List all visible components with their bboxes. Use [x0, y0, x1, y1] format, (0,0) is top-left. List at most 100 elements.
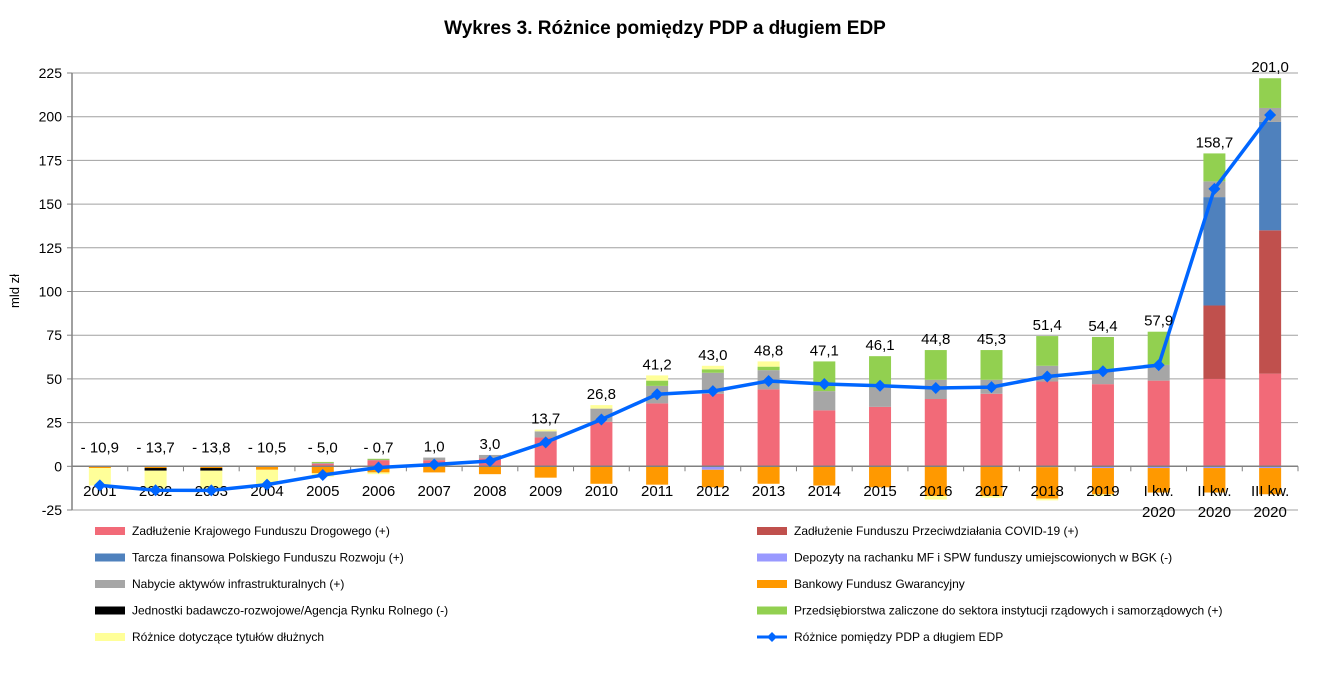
legend-label: Zadłużenie Krajowego Funduszu Drogowego …: [132, 524, 390, 538]
bar-segment: [924, 496, 947, 500]
bar-segment: [1091, 384, 1114, 467]
line-marker: [539, 436, 552, 449]
bar-segment: [701, 365, 724, 370]
line-marker: [1096, 365, 1109, 378]
x-tick-label: 2007: [418, 483, 451, 500]
bar-segment: [200, 468, 223, 471]
bar-segment: [88, 468, 111, 486]
bar-segment: [1147, 466, 1170, 469]
bar-segment: [701, 466, 724, 470]
x-tick-label: 2011: [641, 483, 673, 500]
bar-segment: [869, 466, 892, 488]
x-tick-label: 2012: [696, 483, 729, 500]
bar-segment: [813, 410, 836, 467]
bar-segment: [1147, 331, 1170, 365]
axes: -250255075100125150175200225200120022003…: [39, 65, 1299, 521]
legend-swatch: [757, 527, 787, 535]
bar-segment: [924, 350, 947, 380]
x-tick-label: 2020: [1142, 504, 1175, 521]
legend-swatch: [95, 580, 125, 588]
legend: Zadłużenie Krajowego Funduszu Drogowego …: [95, 524, 1223, 644]
bar-segment: [88, 466, 111, 469]
legend-swatch: [757, 606, 787, 615]
legend-label: Przedsiębiorstwa zaliczone do sektora in…: [794, 604, 1223, 618]
line-marker: [762, 374, 775, 387]
data-label: 41,2: [643, 356, 672, 373]
data-label: 1,0: [424, 439, 445, 456]
legend-item: Tarcza finansowa Polskiego Funduszu Rozw…: [95, 551, 404, 565]
chart-title: Wykres 3. Różnice pomiędzy PDP a długiem…: [444, 18, 886, 39]
bar-segment: [701, 369, 724, 373]
bar-segment: [646, 403, 669, 467]
bar-segment: [1091, 466, 1114, 469]
line-marker: [428, 458, 441, 471]
bar-segment: [924, 466, 947, 497]
legend-item: Depozyty na rachanku MF i SPW funduszy u…: [757, 551, 1172, 565]
data-label: 47,1: [810, 342, 839, 359]
bars: [88, 78, 1282, 501]
bar-segment: [200, 470, 223, 490]
bar-segment: [869, 406, 892, 467]
bar-segment: [980, 496, 1003, 498]
y-tick-label: 125: [39, 240, 63, 256]
data-label: - 13,7: [136, 439, 174, 456]
x-tick-label: 2014: [808, 483, 841, 500]
legend-item: Nabycie aktywów infrastrukturalnych (+): [95, 577, 344, 591]
bar-segment: [534, 431, 557, 438]
data-label: 46,1: [865, 337, 894, 354]
legend-swatch: [95, 633, 125, 641]
bar-segment: [980, 393, 1003, 467]
line-marker: [595, 413, 608, 426]
x-tick-label: 2010: [585, 483, 618, 500]
gridlines: [72, 72, 1298, 511]
bar-segment: [1091, 494, 1114, 497]
bar-segment: [980, 350, 1003, 380]
bar-segment: [1203, 468, 1226, 493]
y-tick-label: 150: [39, 196, 63, 212]
bar-segment: [924, 399, 947, 467]
bar-segment: [144, 468, 167, 471]
bar-segment: [1036, 336, 1059, 366]
data-labels: - 10,9 - 13,7 - 13,8 - 10,5 - 5,0 - 0,7 1,0 3,0…: [81, 59, 1289, 456]
legend-label: Różnice dotyczące tytułów dłużnych: [132, 630, 324, 644]
bar-segment: [646, 375, 669, 381]
data-label: - 0,7: [363, 439, 393, 456]
x-tick-label: 2008: [473, 483, 506, 500]
x-tick-label: 2013: [752, 483, 785, 500]
legend-item: Zadłużenie Krajowego Funduszu Drogowego …: [95, 524, 390, 538]
legend-item: Bankowy Fundusz Gwarancyjny: [757, 577, 965, 591]
x-tick-label: 2020: [1198, 504, 1231, 521]
bar-segment: [757, 361, 780, 367]
data-label: 158,7: [1196, 134, 1234, 151]
legend-item: Zadłużenie Funduszu Przeciwdziałania COV…: [757, 524, 1078, 538]
bar-segment: [701, 393, 724, 467]
bar-segment: [534, 429, 557, 432]
data-label: 3,0: [480, 436, 501, 453]
y-tick-label: 100: [39, 284, 63, 300]
line-marker: [874, 379, 887, 392]
bar-segment: [1203, 197, 1226, 306]
bar-segment: [813, 466, 836, 486]
bar-segment: [590, 466, 613, 484]
bar-segment: [1036, 498, 1059, 501]
data-label: 45,3: [977, 331, 1006, 348]
bar-segment: [311, 462, 334, 464]
data-label: 44,8: [921, 331, 950, 348]
y-tick-label: 50: [46, 371, 62, 387]
bar-segment: [534, 466, 557, 478]
x-tick-label: 2006: [362, 483, 395, 500]
y-tick-label: 225: [39, 65, 63, 81]
line-marker: [1208, 182, 1221, 195]
line-marker: [483, 455, 496, 468]
bar-segment: [701, 469, 724, 488]
data-label: 13,7: [531, 411, 560, 428]
legend-swatch: [757, 580, 787, 588]
data-label: 51,4: [1033, 317, 1062, 334]
bar-segment: [813, 391, 836, 411]
bar-segment: [590, 421, 613, 467]
y-axis-label: mld zł: [7, 274, 22, 308]
legend-label: Zadłużenie Funduszu Przeciwdziałania COV…: [794, 524, 1078, 538]
legend-label: Nabycie aktywów infrastrukturalnych (+): [132, 577, 344, 591]
bar-segment: [144, 470, 167, 490]
